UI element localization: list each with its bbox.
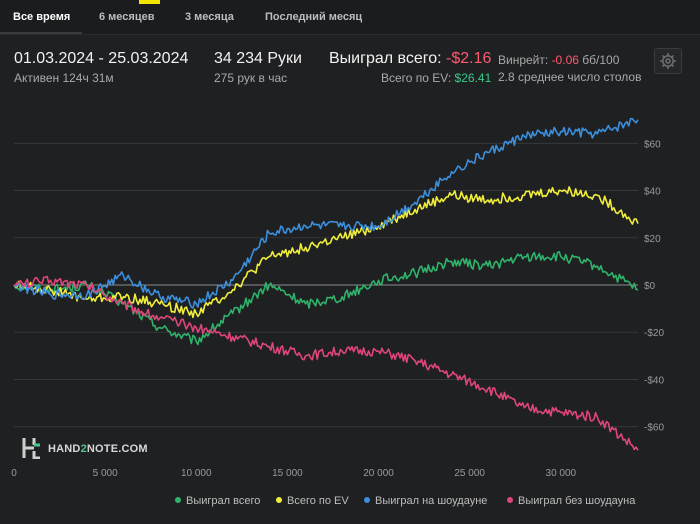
- y-tick-label: -$40: [644, 375, 664, 386]
- tab-3-months[interactable]: 3 месяца: [185, 11, 234, 23]
- x-tick-label: 25 000: [454, 468, 485, 479]
- winrate-value: -0.06: [551, 53, 579, 67]
- hand2note-logo-icon: [22, 438, 40, 459]
- legend-item-won-total[interactable]: Выиграл всего: [175, 495, 260, 507]
- top-highlight-marker: [139, 0, 160, 4]
- y-tick-label: -$20: [644, 328, 664, 339]
- x-tick-label: 5 000: [93, 468, 118, 479]
- hands-count: 34 234 Руки: [214, 50, 302, 67]
- legend-dot: [276, 497, 282, 503]
- active-time: Активен 124ч 31м: [14, 71, 114, 85]
- active-tab-indicator: [0, 32, 82, 34]
- winrate: Винрейт: -0.06 бб/100: [498, 53, 619, 67]
- x-tick-label: 30 000: [546, 468, 577, 479]
- ev-total-label: Всего по EV:: [381, 71, 452, 85]
- x-tick-label: 20 000: [363, 468, 394, 479]
- tab-6-months[interactable]: 6 месяцев: [99, 11, 155, 23]
- series-line-0: [13, 251, 639, 346]
- series-line-3: [13, 275, 639, 451]
- y-tick-label: -$60: [644, 423, 664, 434]
- y-tick-label: $60: [644, 139, 661, 150]
- ev-total: Всего по EV: $26.41: [381, 71, 491, 85]
- hands-per-hour: 275 рук в час: [214, 71, 288, 85]
- legend-dot: [175, 497, 181, 503]
- avg-tables: 2.8 среднее число столов: [498, 70, 642, 84]
- won-total-value: -$2.16: [446, 50, 492, 67]
- date-range: 01.03.2024 - 25.03.2024: [14, 50, 189, 67]
- tab-all-time[interactable]: Все время: [13, 11, 71, 23]
- series-line-1: [13, 186, 639, 319]
- legend-dot: [364, 497, 370, 503]
- winrate-label: Винрейт:: [498, 53, 549, 67]
- series-line-2: [13, 117, 639, 309]
- won-total-label: Выиграл всего:: [329, 50, 442, 67]
- legend-item-showdown[interactable]: Выиграл на шоудауне: [364, 495, 487, 507]
- legend-item-ev-total[interactable]: Всего по EV: [276, 495, 349, 507]
- ev-total-value: $26.41: [454, 71, 492, 85]
- results-chart: $60 $40 $20 $0 -$20 -$40 -$60 0 5 000 10 000 15 00…: [11, 117, 664, 479]
- tab-last-month[interactable]: Последний месяц: [265, 11, 363, 23]
- winrate-unit: бб/100: [582, 53, 620, 67]
- hand2note-logo-text: HAND2NOTE.COM: [48, 443, 148, 455]
- y-tick-label: $20: [644, 234, 661, 245]
- x-tick-label: 0: [11, 468, 17, 479]
- x-tick-label: 15 000: [272, 468, 303, 479]
- x-tick-label: 10 000: [181, 468, 212, 479]
- settings-button[interactable]: [654, 48, 682, 74]
- period-tabs: Все время 6 месяцев 3 месяца Последний м…: [0, 0, 700, 35]
- legend-dot: [507, 497, 513, 503]
- legend-item-non-showdown[interactable]: Выиграл без шоудауна: [507, 495, 635, 507]
- y-tick-label: $40: [644, 187, 661, 198]
- gear-icon: [660, 53, 676, 69]
- y-tick-label: $0: [644, 281, 656, 292]
- won-total: Выиграл всего: -$2.16: [329, 50, 491, 68]
